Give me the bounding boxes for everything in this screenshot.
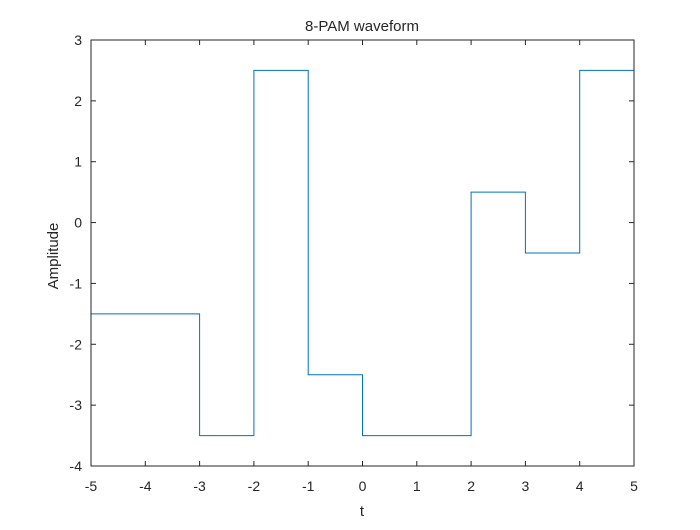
x-axis-label: t [360,503,365,520]
x-tick-label: -1 [302,478,315,494]
x-tick-label: -2 [248,478,261,494]
series-layer [91,69,635,437]
y-tick-label: 1 [74,154,82,170]
y-tick-label: -4 [70,458,83,474]
x-tick-label: 3 [522,478,530,494]
chart-title: 8-PAM waveform [305,18,419,35]
x-tick-label: 5 [630,478,638,494]
x-tick-label: -5 [85,478,98,494]
y-tick-label: 3 [74,32,82,48]
y-tick-label: -3 [70,397,83,413]
x-tick-label: 0 [359,478,367,494]
x-tick-label: 1 [413,478,421,494]
x-tick-label: -4 [139,478,152,494]
y-tick-label: 0 [74,215,82,231]
y-axis-label: Amplitude [45,223,62,290]
x-tick-label: -3 [193,478,206,494]
y-tick-label: -2 [70,336,83,352]
x-tick-label: 4 [576,478,584,494]
y-tick-label: 2 [74,93,82,109]
x-tick-label: 2 [467,478,475,494]
waveform-line-0 [91,69,635,437]
y-tick-label: -1 [70,275,83,291]
